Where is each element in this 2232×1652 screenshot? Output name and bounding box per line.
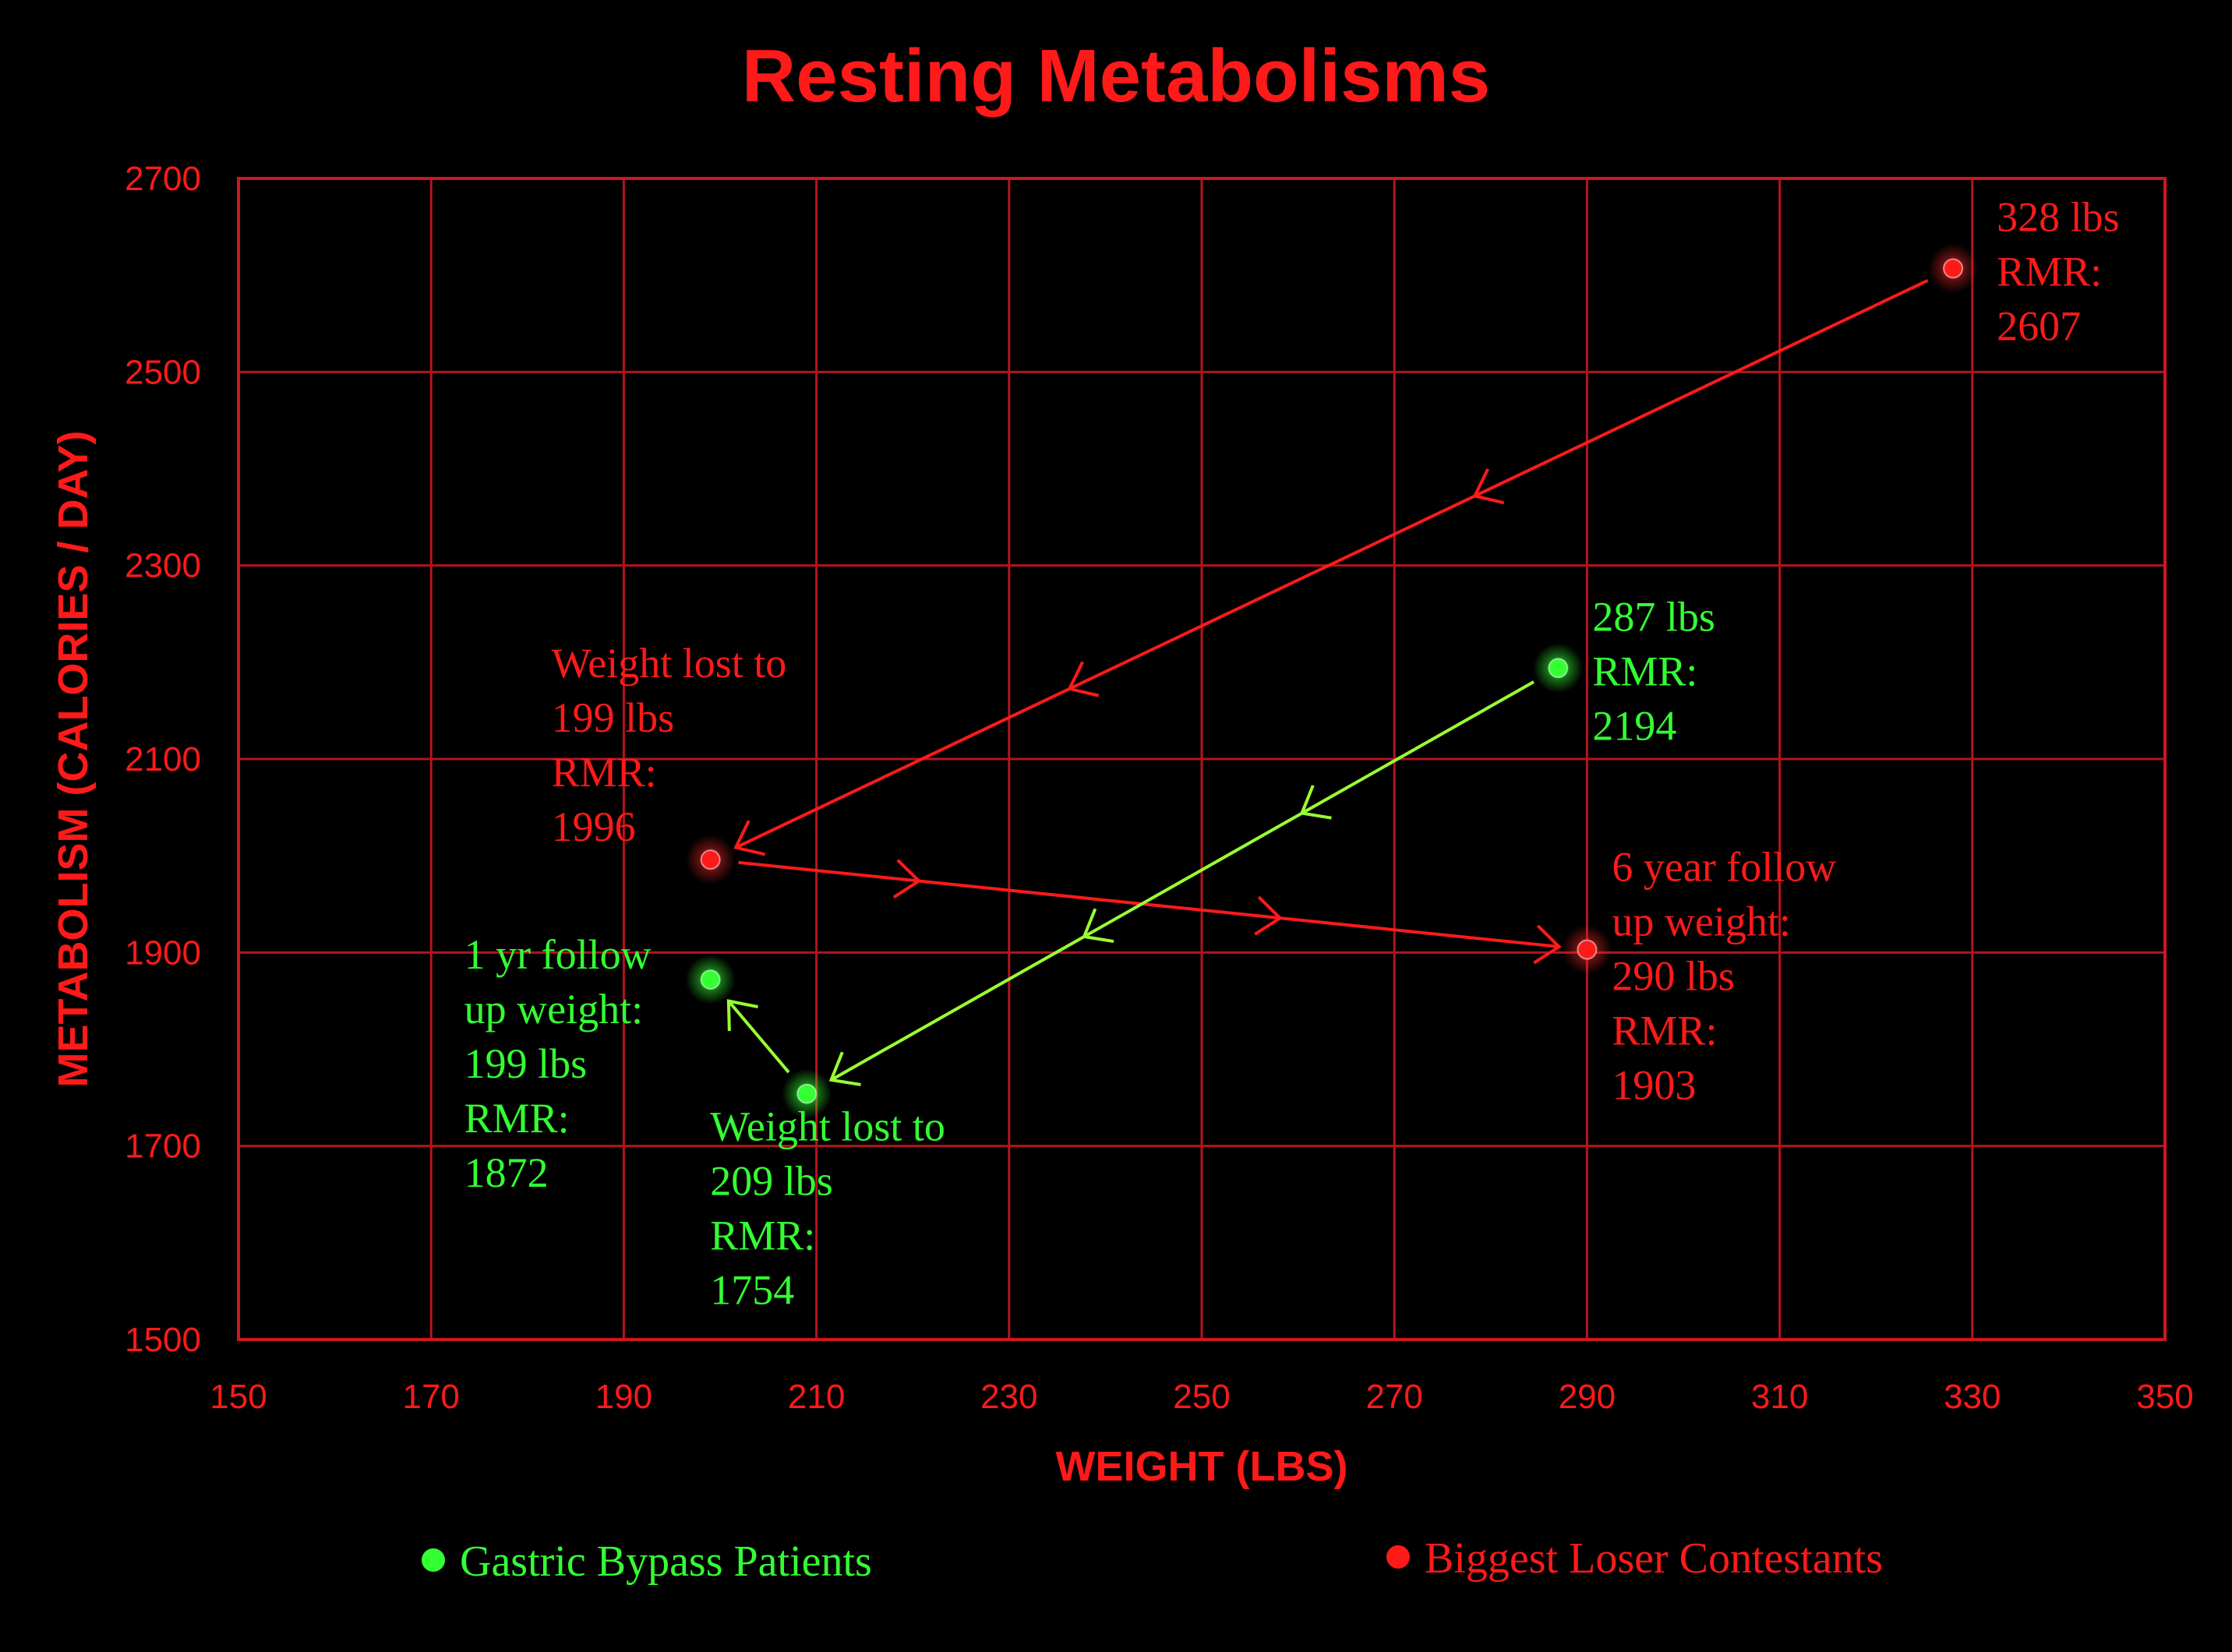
annotation-line: RMR: [1592,648,1697,694]
legend-label: Gastric Bypass Patients [460,1537,872,1586]
green-data-point [1548,658,1569,679]
legend: Gastric Bypass Patients Biggest Loser Con… [422,1534,1883,1586]
x-tick-label: 170 [402,1378,459,1416]
annotation-line: 1903 [1612,1062,1696,1109]
red-trajectory-line [738,860,1559,948]
y-tick-label: 2500 [125,353,201,391]
point-annotation: Weight lost to 199 lbs RMR: 1996 [552,640,787,850]
annotation-line: up weight: [1612,898,1790,945]
green-trajectory-line [727,1000,790,1074]
plot-frame [237,177,2167,1341]
y-axis-ticks: 1500 1700 1900 2100 2300 2500 2700 [125,160,201,1359]
direction-arrow [1472,468,1505,505]
x-tick-label: 270 [1365,1378,1422,1416]
annotation-line: 1 yr follow [464,931,652,978]
y-tick-label: 2100 [125,740,201,778]
x-axis-label: WEIGHT (LBS) [1056,1443,1348,1490]
point-annotations: 287 lbs RMR: 2194 Weight lost to 209 lbs RMR:… [464,193,2120,1313]
x-tick-label: 290 [1559,1378,1616,1416]
direction-arrow [726,999,758,1032]
chart-title: Resting Metabolisms [742,34,1490,118]
annotation-line: 287 lbs [1592,593,1715,640]
annotation-line: RMR: [1997,248,2102,295]
red-data-point [1943,258,1964,279]
direction-arrow [1533,924,1562,965]
annotation-line: RMR: [1612,1008,1717,1054]
annotation-line: 209 lbs [710,1158,833,1205]
point-annotation: 287 lbs RMR: 2194 [1592,593,1715,749]
green-trajectory-line [830,680,1534,1082]
x-tick-label: 350 [2136,1378,2193,1416]
red-data-point [1577,939,1598,960]
annotation-line: 2194 [1592,702,1676,749]
annotation-line: 2607 [1997,302,2081,349]
green-data-point [796,1083,818,1104]
y-axis-label: METABOLISM (CALORIES / DAY) [50,430,97,1087]
x-tick-label: 190 [595,1378,652,1416]
annotation-line: up weight: [464,986,643,1032]
legend-label: Biggest Loser Contestants [1425,1534,1883,1583]
annotation-line: 199 lbs [552,694,675,741]
x-tick-label: 150 [210,1378,267,1416]
annotation-line: 1754 [710,1267,794,1314]
x-tick-label: 230 [980,1378,1037,1416]
point-annotation: 1 yr follow up weight: 199 lbs RMR: 1872 [464,931,652,1196]
annotation-line: Weight lost to [710,1103,945,1150]
annotation-line: 1996 [552,803,636,850]
direction-arrow [733,820,766,856]
point-annotation: 6 year follow up weight: 290 lbs RMR: 1903 [1612,844,1836,1109]
direction-arrow [828,1051,861,1086]
trajectory-lines [726,279,1929,1086]
y-tick-label: 1900 [125,934,201,972]
red-data-point [700,849,721,870]
direction-arrow [1082,908,1114,944]
annotation-line: RMR: [710,1213,815,1259]
legend-marker [1386,1545,1410,1569]
point-annotation: 328 lbs RMR: 2607 [1997,193,2120,349]
direction-arrow [892,859,922,899]
annotation-line: RMR: [552,749,657,796]
direction-arrow [1254,895,1283,936]
point-annotation: Weight lost to 209 lbs RMR: 1754 [710,1103,945,1314]
y-tick-label: 2300 [125,547,201,585]
y-tick-label: 1700 [125,1128,201,1166]
annotation-line: Weight lost to [552,640,787,687]
annotation-line: RMR: [464,1095,570,1142]
x-tick-label: 250 [1173,1378,1230,1416]
green-data-point [700,969,721,990]
x-tick-label: 210 [788,1378,845,1416]
annotation-line: 199 lbs [464,1040,588,1087]
legend-marker [422,1548,445,1572]
data-points [685,243,1979,1119]
direction-arrow [1067,661,1100,697]
direction-arrow [1299,785,1332,820]
y-tick-label: 1500 [125,1321,201,1359]
x-tick-label: 310 [1751,1378,1808,1416]
annotation-line: 1872 [464,1149,549,1196]
x-axis-ticks: 150 170 190 210 230 250 270 290 310 330 350 [210,1378,2193,1416]
annotation-line: 290 lbs [1612,953,1735,1000]
red-trajectory-line [735,279,1929,849]
x-tick-label: 330 [1944,1378,2001,1416]
annotation-line: 6 year follow [1612,844,1836,891]
y-tick-label: 2700 [125,160,201,198]
annotation-line: 328 lbs [1997,193,2120,240]
